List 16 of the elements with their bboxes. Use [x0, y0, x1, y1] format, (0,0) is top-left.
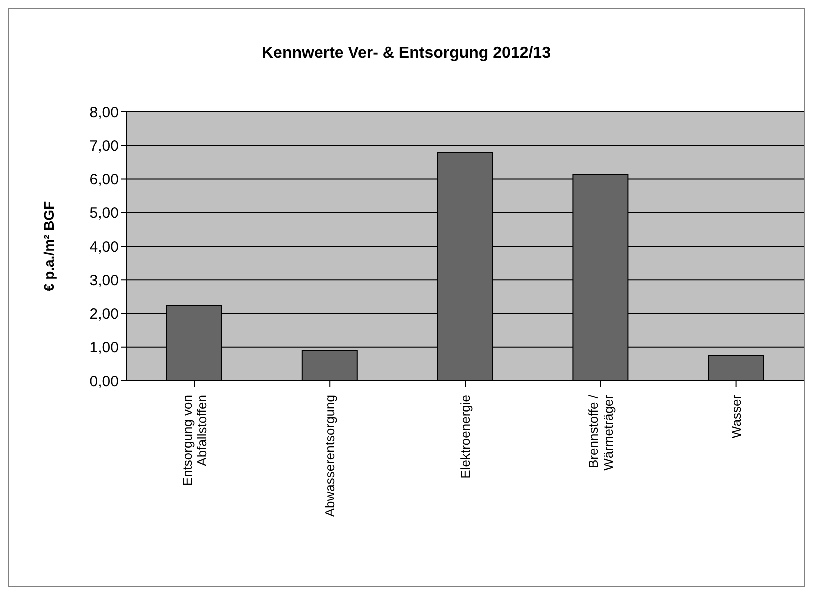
x-tick-label: Wasser: [728, 394, 744, 439]
x-tick-label: Brennstoffe / Wärmeträger: [586, 394, 616, 471]
y-tick-label: 4,00: [90, 238, 119, 256]
y-axis-title: € p.a./m² BGF: [40, 200, 57, 292]
chart-title: Kennwerte Ver- & Entsorgung 2012/13: [261, 45, 552, 63]
x-tick-label: Entsorgung von Abfallstoffen: [180, 395, 210, 486]
x-tick-label: Abwasserentsorgung: [322, 395, 338, 518]
y-tick-label: 5,00: [90, 205, 119, 222]
y-tick-label: 3,00: [90, 272, 119, 290]
y-tick-label: 0,00: [90, 373, 119, 390]
y-tick-label: 7,00: [90, 138, 119, 155]
y-tick-label: 8,00: [90, 104, 119, 122]
y-tick-label: 2,00: [90, 306, 119, 324]
y-tick-label: 1,00: [90, 340, 119, 357]
y-tick-label: 6,00: [90, 172, 119, 189]
x-tick-label: Elektroenergie: [458, 395, 474, 479]
